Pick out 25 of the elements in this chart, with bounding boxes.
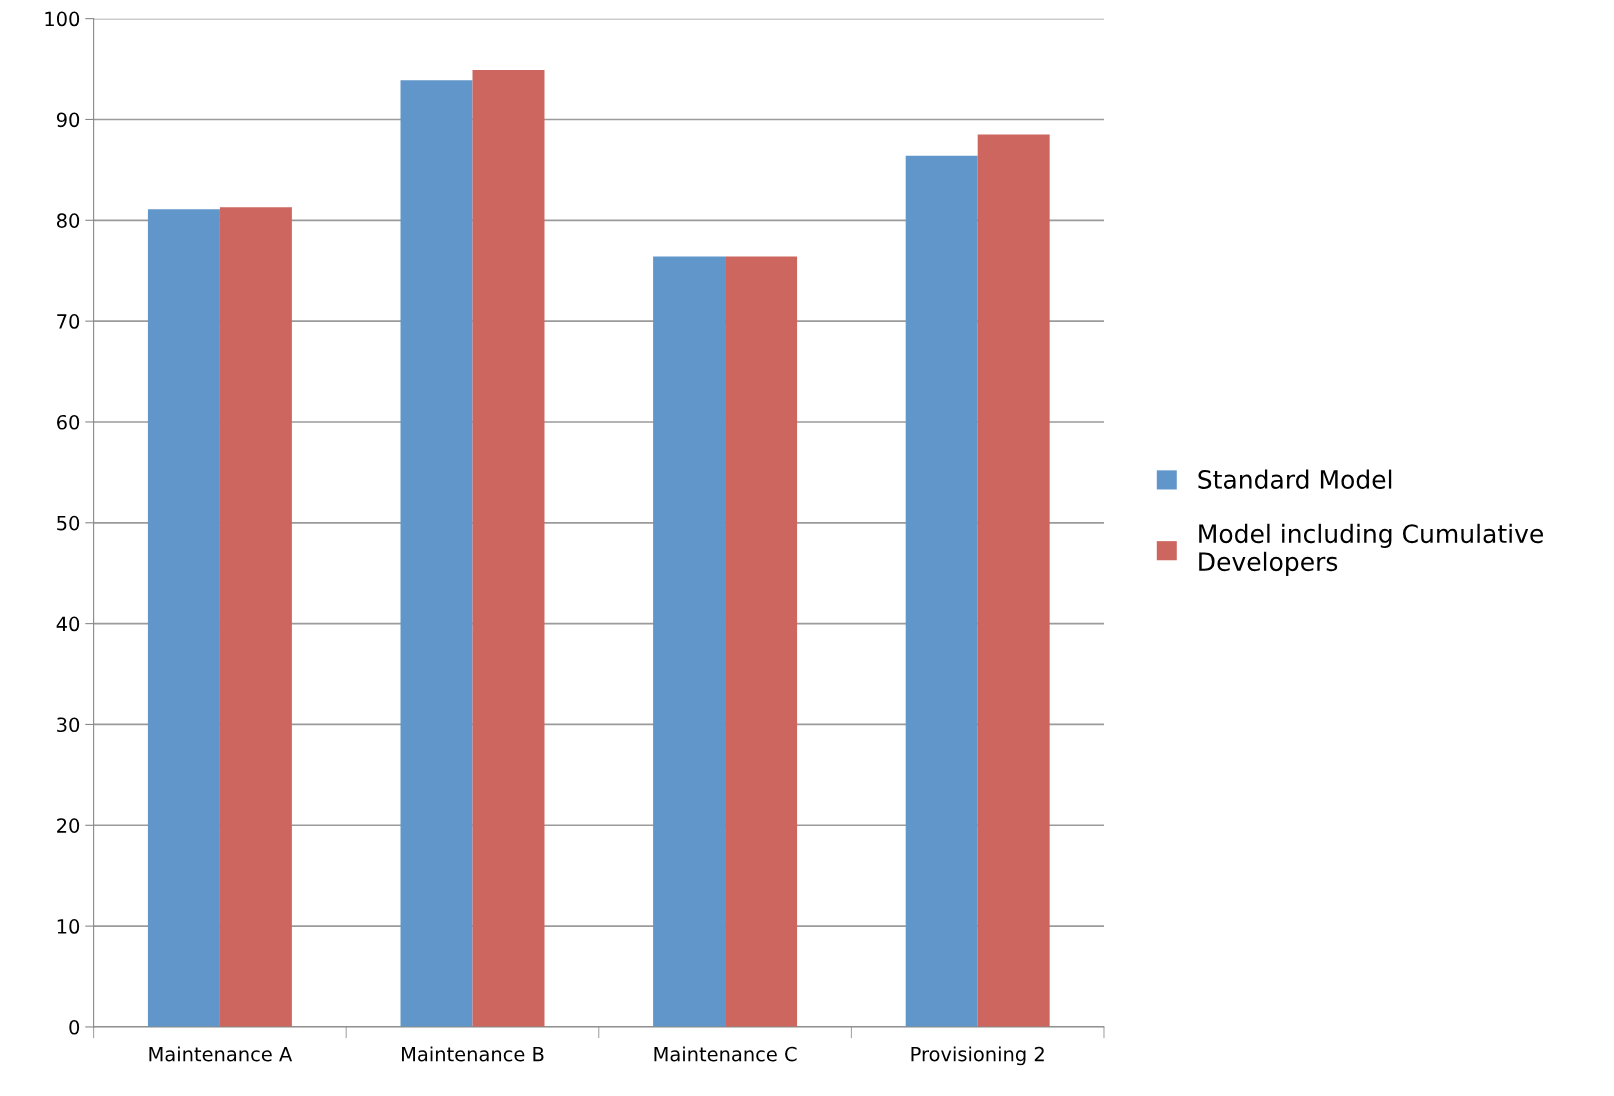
bar [653,256,726,1027]
x-tick-label: Provisioning 2 [911,1046,1044,1066]
y-tick-label: 90 [56,112,80,128]
bar [400,80,473,1027]
bar [725,256,798,1027]
y-tick-label: 70 [57,314,80,329]
bar [905,155,978,1027]
legend-label: Model including Cumulative Developers [1199,523,1543,576]
x-tick-label: Maintenance A [149,1046,293,1062]
bar [472,70,545,1027]
x-tick-label: Maintenance B [402,1046,544,1062]
y-tick-label: 80 [56,213,80,228]
y-tick-label: 30 [57,717,80,733]
y-tick-label: 0 [69,1019,80,1035]
y-tick-label: 60 [57,414,80,430]
y-tick-label: 40 [56,616,80,632]
bar [147,209,220,1027]
y-tick-label: 20 [57,818,80,833]
y-tick-label: 10 [57,919,80,934]
legend-label: Standard Model [1198,469,1392,489]
y-tick-label: 50 [57,515,80,531]
y-tick-label: 100 [45,11,80,27]
bar [219,207,292,1027]
bar [977,134,1050,1027]
x-tick-label: Maintenance C [654,1046,797,1062]
